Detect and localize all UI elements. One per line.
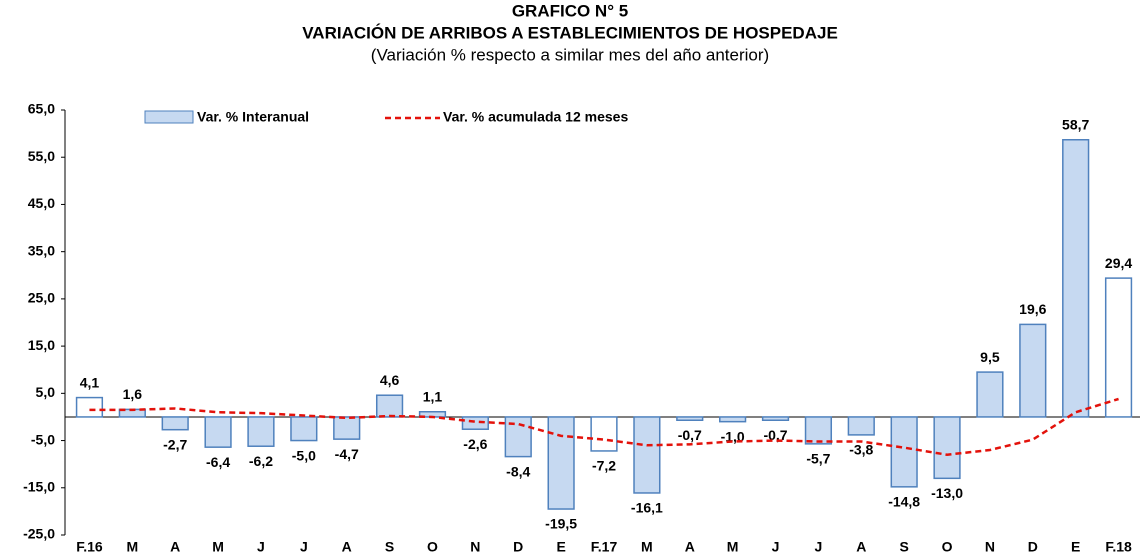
bar xyxy=(847,416,875,436)
value-label: 1,6 xyxy=(123,386,143,402)
bar xyxy=(804,416,833,445)
value-label: -16,1 xyxy=(631,500,663,516)
value-label: 9,5 xyxy=(980,349,1000,365)
x-tick-label: A xyxy=(685,539,695,555)
value-label: -8,4 xyxy=(506,463,530,479)
y-tick-label: -25,0 xyxy=(23,526,55,542)
y-tick-label: -15,0 xyxy=(23,478,55,494)
x-tick-label: M xyxy=(126,539,138,555)
value-label: -5,7 xyxy=(806,451,830,467)
value-label: 1,1 xyxy=(423,388,443,404)
bar xyxy=(890,416,918,488)
x-tick-label: N xyxy=(985,539,995,555)
value-label: -13,0 xyxy=(931,485,963,501)
chart-subtitle: VARIACIÓN DE ARRIBOS A ESTABLECIMIENTOS … xyxy=(302,23,838,42)
value-label: -7,2 xyxy=(592,458,616,474)
value-label: -5,0 xyxy=(292,447,316,463)
bar xyxy=(161,416,189,431)
line xyxy=(89,397,1119,456)
value-label: -6,4 xyxy=(206,454,230,470)
x-tick-label: J xyxy=(257,539,265,555)
x-tick-label: J xyxy=(772,539,780,555)
x-tick-label: O xyxy=(942,539,953,555)
x-tick-label: E xyxy=(1071,539,1080,555)
bar xyxy=(1019,323,1047,418)
x-tick-label: M xyxy=(727,539,739,555)
value-label: -0,7 xyxy=(763,427,787,443)
x-tick-label: F.17 xyxy=(591,539,618,555)
x-tick-label: N xyxy=(470,539,480,555)
value-label: 4,1 xyxy=(80,374,100,390)
y-tick-label: 35,0 xyxy=(28,242,55,258)
chart-title: GRAFICO N° 5 xyxy=(512,1,628,20)
bar xyxy=(633,416,661,494)
bar xyxy=(676,416,704,422)
value-label: -19,5 xyxy=(545,516,577,532)
bar xyxy=(204,416,232,448)
y-tick-label: 65,0 xyxy=(28,101,55,117)
y-tick-label: 55,0 xyxy=(28,148,55,164)
bar xyxy=(247,416,275,447)
value-label: -6,2 xyxy=(249,453,273,469)
value-label: -3,8 xyxy=(849,442,873,458)
x-tick-label: S xyxy=(385,539,394,555)
x-tick-label: A xyxy=(856,539,866,555)
value-label: -4,7 xyxy=(335,446,359,462)
y-tick-label: 5,0 xyxy=(36,384,56,400)
x-tick-label: J xyxy=(815,539,823,555)
x-tick-label: A xyxy=(342,539,352,555)
bar xyxy=(590,416,618,452)
x-tick-label: S xyxy=(899,539,908,555)
bar xyxy=(375,394,404,418)
x-tick-label: E xyxy=(556,539,565,555)
value-label: 4,6 xyxy=(380,372,400,388)
bar xyxy=(461,416,489,430)
value-label: 58,7 xyxy=(1062,116,1089,132)
bar xyxy=(75,396,104,418)
x-tick-label: F.16 xyxy=(76,539,103,555)
y-tick-label: 15,0 xyxy=(28,337,55,353)
x-tick-label: M xyxy=(641,539,653,555)
legend-label: Var. % acumulada 12 meses xyxy=(443,109,628,125)
value-label: -0,7 xyxy=(678,427,702,443)
y-tick-label: 25,0 xyxy=(28,290,55,306)
chart-note: (Variación % respecto a similar mes del … xyxy=(371,45,769,64)
bar xyxy=(547,416,575,510)
x-tick-label: O xyxy=(427,539,438,555)
value-label: -2,6 xyxy=(463,436,487,452)
value-label: 19,6 xyxy=(1019,301,1046,317)
value-label: -2,7 xyxy=(163,436,187,452)
value-label: 29,4 xyxy=(1105,255,1132,271)
legend-swatch xyxy=(144,110,194,124)
bar xyxy=(1062,139,1090,418)
x-tick-label: D xyxy=(1028,539,1038,555)
value-label: -14,8 xyxy=(888,494,920,510)
x-tick-label: J xyxy=(300,539,308,555)
bar xyxy=(504,416,532,458)
x-tick-label: F.18 xyxy=(1105,539,1132,555)
legend-label: Var. % Interanual xyxy=(197,109,309,125)
x-tick-label: M xyxy=(212,539,224,555)
bar xyxy=(719,416,747,423)
bar xyxy=(290,416,318,442)
x-tick-label: D xyxy=(513,539,523,555)
x-tick-label: A xyxy=(170,539,180,555)
bar xyxy=(976,371,1004,418)
bar xyxy=(761,416,790,422)
bar xyxy=(333,416,361,440)
bar xyxy=(1104,277,1133,418)
y-tick-label: 45,0 xyxy=(28,195,55,211)
bar xyxy=(933,416,961,480)
y-tick-label: -5,0 xyxy=(31,431,55,447)
